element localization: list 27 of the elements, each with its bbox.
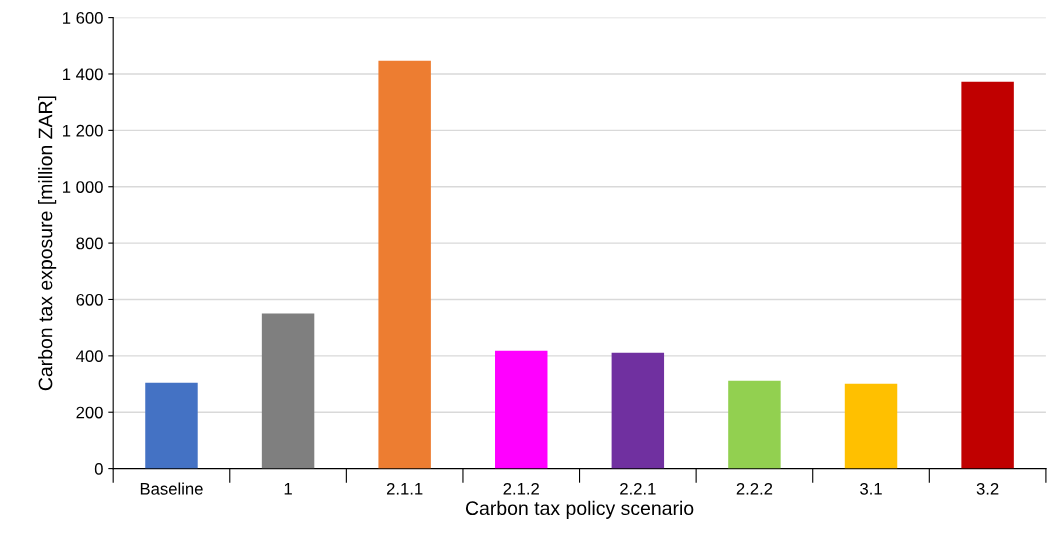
bar [728,380,781,469]
x-tick-label: 2.2.2 [736,482,773,495]
x-tick-label: 2.1.2 [503,482,539,495]
y-tick-label: 1 000 [63,181,103,193]
bar [378,60,431,469]
y-tick-label: 0 [94,463,103,475]
x-tick-label: 3.2 [976,482,999,495]
y-tick-label: 800 [76,237,103,250]
bar [495,350,548,469]
bar [844,383,898,469]
x-tick-label: 3.1 [860,482,882,495]
y-tick-label: 1 400 [63,68,103,81]
x-tick-label: Baseline [140,482,203,495]
y-tick-label: 600 [76,293,103,306]
y-tick-label: 1 600 [63,12,103,24]
x-tick-label: 2.1.1 [386,482,423,495]
bar [261,313,315,469]
x-axis-title: Carbon tax policy scenario [465,500,694,519]
bar [611,352,665,469]
x-tick-label: 2.2.1 [620,482,656,495]
y-tick-label: 400 [76,350,103,363]
y-tick-label: 1 200 [63,124,103,137]
bar [145,382,198,469]
y-tick-label: 200 [76,406,103,419]
x-tick-label: 1 [284,483,292,495]
y-axis-title: Carbon tax exposure [million ZAR] [38,96,57,391]
bar [961,81,1014,469]
